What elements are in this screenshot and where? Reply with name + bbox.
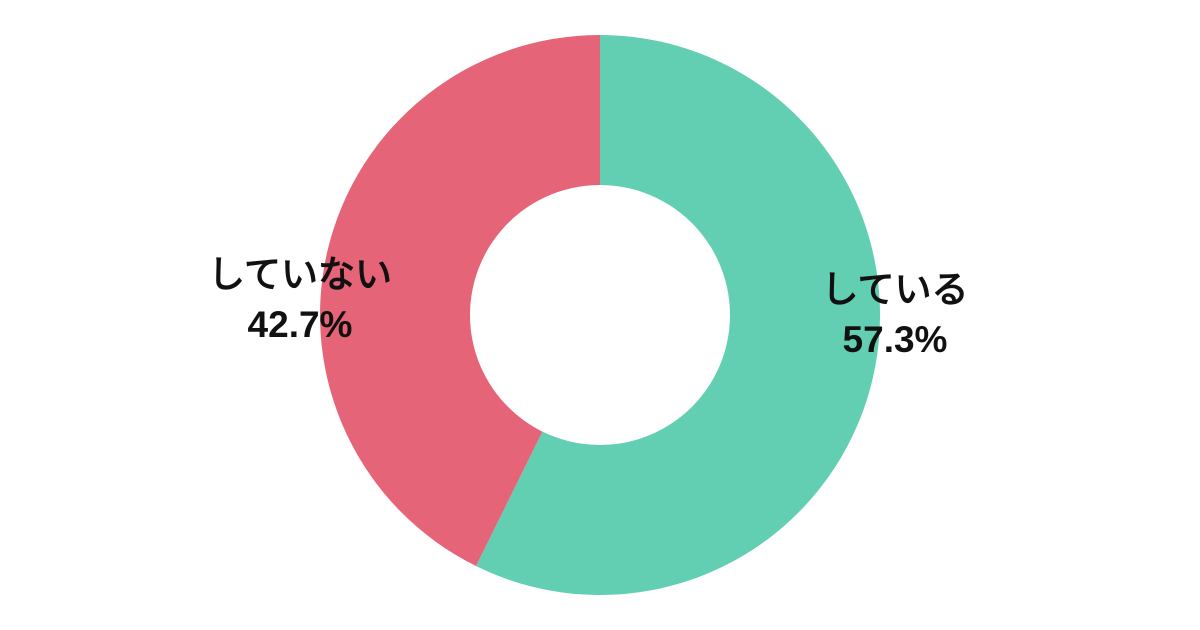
donut-chart: している 57.3% していない 42.7% (0, 0, 1200, 630)
slice-name-1: していない (208, 250, 392, 300)
slice-name-0: している (822, 265, 969, 315)
slice-pct-1: 42.7% (208, 300, 392, 350)
slice-label-1: していない 42.7% (208, 250, 392, 350)
slice-pct-0: 57.3% (822, 315, 969, 365)
donut-svg (320, 35, 880, 595)
slice-label-0: している 57.3% (822, 265, 969, 365)
